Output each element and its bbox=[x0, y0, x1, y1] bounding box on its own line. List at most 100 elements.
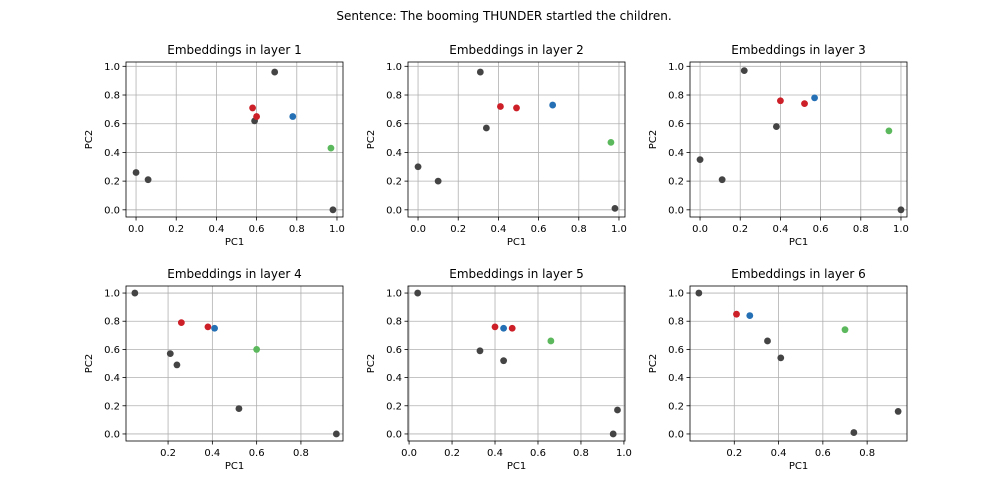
y-tick-label: 0.6 bbox=[386, 119, 402, 130]
y-tick-label: 0.6 bbox=[668, 345, 684, 356]
y-axis-label: PC2 bbox=[366, 130, 377, 149]
scatter-point bbox=[811, 94, 818, 102]
scatter-point bbox=[332, 430, 340, 438]
subplot-title: Embeddings in layer 6 bbox=[731, 267, 865, 281]
x-tick-label: 0.6 bbox=[249, 448, 265, 459]
y-axis-label: PC2 bbox=[366, 354, 377, 373]
axes-frame bbox=[125, 61, 344, 218]
y-tick-label: 1.0 bbox=[386, 289, 402, 300]
y-axis-label: PC2 bbox=[648, 354, 659, 373]
x-tick-label: 0.4 bbox=[208, 224, 224, 235]
scatter-point bbox=[740, 67, 748, 75]
y-tick-label: 1.0 bbox=[104, 62, 120, 73]
scatter-point bbox=[177, 319, 185, 327]
axes-frame bbox=[407, 61, 626, 218]
x-tick-label: 1.0 bbox=[611, 224, 627, 235]
scatter-point bbox=[500, 357, 508, 365]
scatter-point bbox=[897, 206, 905, 214]
scatter-point bbox=[513, 104, 520, 112]
axes-frame bbox=[407, 285, 626, 442]
scatter-point bbox=[696, 156, 704, 163]
scatter-point bbox=[414, 289, 422, 297]
subplot-title: Embeddings in layer 5 bbox=[449, 267, 583, 281]
subplot-5: 0.0 0.2 0.4 0.6 0.8 1.0 0.0 0.2 0.4 0.6 0.8 1.0 Embe… bbox=[366, 267, 632, 472]
y-tick-label: 0.0 bbox=[104, 205, 120, 216]
axes-frame bbox=[689, 61, 908, 218]
y-tick-label: 0.8 bbox=[668, 317, 684, 328]
y-tick-label: 1.0 bbox=[386, 62, 402, 73]
scatter-point bbox=[508, 324, 516, 332]
plot-area bbox=[408, 62, 625, 217]
y-tick-label: 0.0 bbox=[386, 429, 402, 440]
x-tick-label: 0.4 bbox=[487, 448, 503, 459]
y-tick-label: 0.2 bbox=[668, 177, 684, 188]
x-tick-label: 0.4 bbox=[771, 448, 787, 459]
scatter-point bbox=[476, 347, 484, 355]
x-tick-label: 1.0 bbox=[616, 448, 632, 459]
y-tick-label: 0.4 bbox=[668, 148, 684, 159]
subplot-2: 0.0 0.2 0.4 0.6 0.8 1.0 0.0 0.2 0.4 0.6 0.8 1.0 Embe… bbox=[366, 43, 627, 248]
scatter-point bbox=[718, 176, 726, 184]
scatter-point bbox=[500, 324, 508, 332]
x-axis-label: PC1 bbox=[225, 461, 244, 472]
subplot-title: Embeddings in layer 3 bbox=[731, 43, 865, 57]
scatter-point bbox=[695, 289, 703, 297]
x-axis-label: PC1 bbox=[507, 237, 526, 248]
scatter-point bbox=[329, 206, 337, 214]
plot-area bbox=[690, 62, 907, 217]
scatter-point bbox=[497, 103, 504, 110]
y-tick-label: 0.6 bbox=[668, 119, 684, 130]
scatter-point bbox=[801, 100, 808, 108]
x-tick-label: 0.8 bbox=[859, 448, 875, 459]
x-axis-label: PC1 bbox=[507, 461, 526, 472]
x-axis-label: PC1 bbox=[789, 461, 808, 472]
plot-area bbox=[408, 286, 625, 441]
scatter-point bbox=[253, 113, 261, 120]
y-axis-label: PC2 bbox=[84, 354, 95, 373]
y-tick-label: 1.0 bbox=[668, 289, 684, 300]
x-tick-label: 0.4 bbox=[490, 224, 506, 235]
x-tick-label: 0.0 bbox=[410, 224, 426, 235]
y-tick-label: 0.0 bbox=[668, 205, 684, 216]
x-tick-label: 0.2 bbox=[168, 224, 184, 235]
scatter-point bbox=[173, 361, 181, 369]
scatter-point bbox=[772, 123, 780, 130]
scatter-point bbox=[271, 68, 279, 76]
y-tick-label: 0.4 bbox=[386, 373, 402, 384]
x-tick-label: 0.2 bbox=[726, 448, 742, 459]
y-tick-label: 0.4 bbox=[668, 373, 684, 384]
x-tick-label: 0.2 bbox=[160, 448, 176, 459]
scatter-point bbox=[482, 124, 490, 132]
y-tick-label: 0.6 bbox=[104, 119, 120, 130]
x-tick-label: 0.8 bbox=[573, 448, 589, 459]
x-tick-label: 0.0 bbox=[128, 224, 144, 235]
axes-frame bbox=[125, 285, 344, 442]
y-tick-label: 0.0 bbox=[668, 429, 684, 440]
y-tick-label: 1.0 bbox=[104, 289, 120, 300]
x-tick-label: 0.6 bbox=[530, 448, 546, 459]
x-axis-label: PC1 bbox=[225, 237, 244, 248]
x-tick-label: 0.6 bbox=[815, 448, 831, 459]
y-tick-label: 0.0 bbox=[386, 205, 402, 216]
y-tick-label: 0.2 bbox=[104, 177, 120, 188]
x-tick-label: 0.6 bbox=[249, 224, 265, 235]
scatter-point bbox=[211, 324, 218, 332]
y-tick-label: 0.8 bbox=[668, 91, 684, 102]
scatter-point bbox=[414, 163, 422, 171]
scatter-point bbox=[764, 337, 771, 345]
y-tick-label: 0.8 bbox=[386, 91, 402, 102]
x-tick-label: 0.6 bbox=[531, 224, 547, 235]
x-tick-label: 0.4 bbox=[772, 224, 788, 235]
y-tick-label: 0.6 bbox=[104, 345, 120, 356]
y-tick-label: 0.4 bbox=[386, 148, 402, 159]
scatter-point bbox=[609, 430, 617, 438]
x-tick-label: 0.8 bbox=[853, 224, 869, 235]
subplot-title: Embeddings in layer 2 bbox=[449, 43, 583, 57]
scatter-point bbox=[434, 177, 442, 185]
subplot-6: 0.2 0.4 0.6 0.8 0.0 0.2 0.4 0.6 0.8 1.0 Embeddings… bbox=[648, 267, 908, 472]
x-tick-label: 0.8 bbox=[571, 224, 587, 235]
scatter-point bbox=[491, 323, 499, 331]
subplot-title: Embeddings in layer 4 bbox=[167, 267, 301, 281]
plot-area bbox=[126, 62, 343, 217]
